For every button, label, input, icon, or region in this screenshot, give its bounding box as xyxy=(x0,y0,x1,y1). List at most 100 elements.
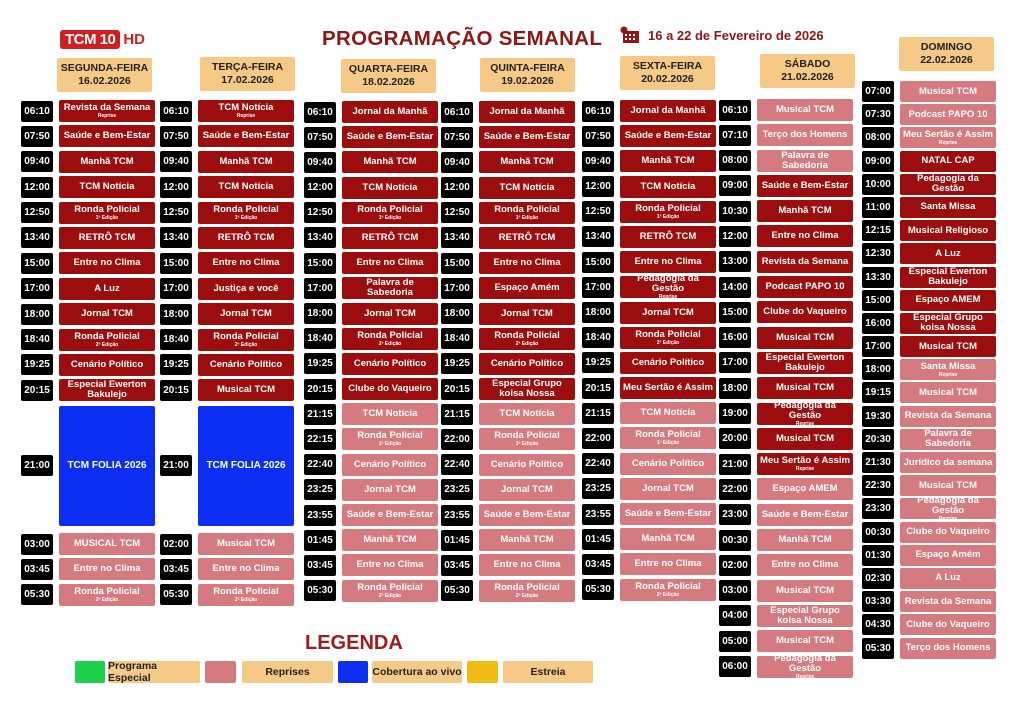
program-block[interactable]: TCM FOLIA 2026 xyxy=(59,405,155,526)
program-block[interactable]: Manhã TCM xyxy=(479,151,575,174)
program-block[interactable]: Cenário Político xyxy=(620,351,716,374)
program-block[interactable]: Cenário Político xyxy=(342,453,438,476)
program-block[interactable]: Manhã TCM xyxy=(479,529,575,552)
program-block[interactable]: A Luz xyxy=(59,277,155,300)
program-block[interactable]: Cenário Político xyxy=(479,352,575,375)
program-block[interactable]: Musical TCM xyxy=(757,377,853,400)
program-block[interactable]: Entre no Clima xyxy=(479,554,575,577)
program-block[interactable]: RETRÔ TCM xyxy=(479,226,575,249)
program-block[interactable]: Musical TCM xyxy=(757,326,853,349)
program-block[interactable]: Saúde e Bem-Estar xyxy=(479,126,575,149)
program-block[interactable]: Ronda Policial 2ª Edição xyxy=(620,578,716,601)
program-block[interactable]: Manhã TCM xyxy=(620,528,716,551)
program-block[interactable]: Manhã TCM xyxy=(59,150,155,173)
program-block[interactable]: Pedagogia da Gestão Reprise xyxy=(757,653,853,680)
program-block[interactable]: TCM Notícia xyxy=(620,175,716,198)
program-block[interactable]: Entre no Clima xyxy=(620,251,716,274)
program-block[interactable]: TCM FOLIA 2026 xyxy=(198,405,294,526)
program-block[interactable]: Ronda Policial 1ª Edição xyxy=(620,427,716,450)
program-block[interactable]: Clube do Vaqueiro xyxy=(757,301,853,324)
program-block[interactable]: Manhã TCM xyxy=(198,150,294,173)
program-block[interactable]: Ronda Policial 2ª Edição xyxy=(479,579,575,602)
program-block[interactable]: Jornal TCM xyxy=(342,302,438,325)
program-block[interactable]: Meu Sertão é Assim xyxy=(620,377,716,400)
program-block[interactable]: Cenário Político xyxy=(479,453,575,476)
program-block[interactable]: Manhã TCM xyxy=(342,151,438,174)
program-block[interactable]: Ronda Policial 2ª Edição xyxy=(198,583,294,606)
program-block[interactable]: Saúde e Bem-Estar xyxy=(342,504,438,526)
program-block[interactable]: Musical TCM xyxy=(757,427,853,450)
program-block[interactable]: TCM Notícia Reprise xyxy=(198,100,294,122)
program-block[interactable]: TCM Notícia xyxy=(342,176,438,199)
program-block[interactable]: Manhã TCM xyxy=(342,529,438,552)
program-block[interactable]: Entre no Clima xyxy=(342,252,438,275)
program-block[interactable]: Especial Grupo koisa Nossa xyxy=(479,378,575,401)
program-block[interactable]: Musical TCM xyxy=(198,533,294,556)
program-block[interactable]: Jornal TCM xyxy=(479,302,575,325)
program-block[interactable]: Podcast PAPO 10 xyxy=(757,276,853,299)
program-block[interactable]: Musical TCM xyxy=(900,382,996,404)
program-block[interactable]: TCM Notícia xyxy=(59,176,155,199)
program-block[interactable]: Entre no Clima xyxy=(479,252,575,275)
program-block[interactable]: Saúde e Bem-Estar xyxy=(342,126,438,149)
program-block[interactable]: Jornal da Manhã xyxy=(620,100,716,122)
program-block[interactable]: Cenário Político xyxy=(342,352,438,375)
program-block[interactable]: Espaço Amém xyxy=(479,277,575,300)
program-block[interactable]: Terço dos Homens xyxy=(900,637,996,659)
program-block[interactable]: A Luz xyxy=(900,567,996,589)
program-block[interactable]: Entre no Clima xyxy=(757,225,853,248)
program-block[interactable]: Revista da Semana xyxy=(900,405,996,427)
program-block[interactable]: Musical TCM xyxy=(757,630,853,653)
program-block[interactable]: Revista da Semana Reprise xyxy=(59,100,155,122)
program-block[interactable]: Entre no Clima xyxy=(59,558,155,581)
program-block[interactable]: Ronda Policial 1ª Edição xyxy=(479,428,575,451)
program-block[interactable]: Ronda Policial 1ª Edição xyxy=(342,201,438,224)
program-block[interactable]: Musical TCM xyxy=(900,81,996,102)
program-block[interactable]: Jornal TCM xyxy=(342,478,438,501)
program-block[interactable]: Palavra de Sabedoria xyxy=(757,149,853,172)
program-block[interactable]: TCM Notícia xyxy=(479,403,575,426)
program-block[interactable]: Cenário Político xyxy=(198,353,294,376)
program-block[interactable]: Manhã TCM xyxy=(620,150,716,173)
program-block[interactable]: Especial Grupo koisa Nossa xyxy=(900,312,996,334)
program-block[interactable]: Musical TCM xyxy=(900,475,996,497)
program-block[interactable]: Clube do Vaqueiro xyxy=(900,521,996,543)
program-block[interactable]: Ronda Policial 2ª Edição xyxy=(342,579,438,602)
program-block[interactable]: Espaço AMEM xyxy=(900,289,996,311)
program-block[interactable]: Ronda Policial 1ª Edição xyxy=(479,201,575,224)
program-block[interactable]: Pedagogia da Gestão Reprise xyxy=(620,274,716,300)
program-block[interactable]: Ronda Policial 2ª Edição xyxy=(342,327,438,350)
program-block[interactable]: Jornal da Manhã xyxy=(342,101,438,123)
program-block[interactable]: Especial Grupo koisa Nossa xyxy=(757,604,853,627)
program-block[interactable]: Meu Sertão é Assim Reprise xyxy=(900,127,996,149)
program-block[interactable]: Especial Ewerton Bakulejo xyxy=(900,266,996,288)
program-block[interactable]: Espaço AMEM xyxy=(757,478,853,501)
program-block[interactable]: Ronda Policial 2ª Edição xyxy=(59,583,155,606)
program-block[interactable]: RETRÔ TCM xyxy=(59,226,155,249)
program-block[interactable]: Pedagogia da Gestão Reprise xyxy=(757,400,853,427)
program-block[interactable]: A Luz xyxy=(900,243,996,265)
program-block[interactable]: Revista da Semana xyxy=(757,250,853,273)
program-block[interactable]: Entre no Clima xyxy=(198,252,294,275)
program-block[interactable]: Jornal TCM xyxy=(198,303,294,326)
program-block[interactable]: Clube do Vaqueiro xyxy=(342,378,438,401)
program-block[interactable]: Especial Ewerton Bakulejo xyxy=(59,379,155,402)
program-block[interactable]: Cenário Político xyxy=(59,353,155,376)
program-block[interactable]: Santa Missa xyxy=(900,196,996,218)
program-block[interactable]: Justiça e você xyxy=(198,277,294,300)
program-block[interactable]: Jornal TCM xyxy=(620,301,716,324)
program-block[interactable]: Jornal TCM xyxy=(479,478,575,501)
program-block[interactable]: RETRÔ TCM xyxy=(342,226,438,249)
program-block[interactable]: Ronda Policial 2ª Edição xyxy=(198,328,294,351)
program-block[interactable]: Entre no Clima xyxy=(757,554,853,577)
program-block[interactable]: Ronda Policial 1ª Edição xyxy=(342,428,438,451)
program-block[interactable]: TCM Notícia xyxy=(620,402,716,425)
program-block[interactable]: Entre no Clima xyxy=(342,554,438,577)
program-block[interactable]: Ronda Policial 1ª Edição xyxy=(198,201,294,224)
program-block[interactable]: Ronda Policial 2ª Edição xyxy=(479,327,575,350)
program-block[interactable]: TCM Notícia xyxy=(342,403,438,426)
program-block[interactable]: Entre no Clima xyxy=(620,553,716,576)
program-block[interactable]: Santa Missa Reprise xyxy=(900,359,996,381)
program-block[interactable]: Espaço Amém xyxy=(900,544,996,566)
program-block[interactable]: Saúde e Bem-Estar xyxy=(757,174,853,197)
